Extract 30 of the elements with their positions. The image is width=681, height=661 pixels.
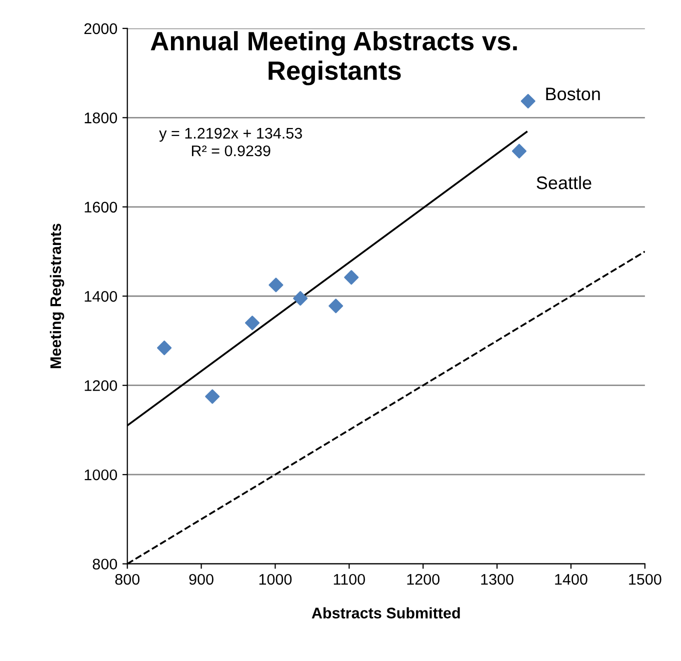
y-tick-label: 800	[92, 558, 118, 570]
point	[512, 144, 526, 158]
point	[328, 298, 344, 314]
y-tick-label: 1200	[84, 380, 118, 392]
point	[205, 389, 220, 404]
annotation: Boston	[546, 88, 600, 100]
text: Annual Meeting Abstracts vs. Registants	[150, 31, 517, 86]
point	[520, 94, 536, 108]
y-axis-title: Meeting Registrants	[50, 224, 64, 368]
point	[344, 270, 359, 285]
x-tick-label: 900	[189, 574, 214, 585]
x-tick-label: 1400	[555, 574, 588, 585]
x-tick-label: 1500	[629, 574, 662, 585]
x-tick-label: 1300	[481, 574, 514, 585]
y-tick-label: 1000	[84, 469, 118, 480]
y-tick-label: 1600	[84, 202, 118, 213]
point	[245, 316, 260, 330]
annotation: Seattle	[536, 176, 592, 190]
point	[293, 291, 308, 306]
x-tick-label: 1000	[259, 574, 292, 585]
x-axis-title: Abstracts Submitted	[312, 607, 460, 618]
point	[157, 340, 172, 356]
annotation: y = 1.2192x + 134.53 R² = 0.9239	[159, 128, 302, 156]
x-tick-label: 1200	[407, 574, 440, 585]
y-tick-label: 1800	[84, 112, 118, 124]
x-tick-label: 800	[115, 574, 140, 585]
y-tick-label: 1400	[84, 290, 118, 302]
point	[268, 278, 284, 292]
y-tick-label: 2000	[84, 23, 118, 34]
x-tick-label: 1100	[334, 574, 365, 585]
